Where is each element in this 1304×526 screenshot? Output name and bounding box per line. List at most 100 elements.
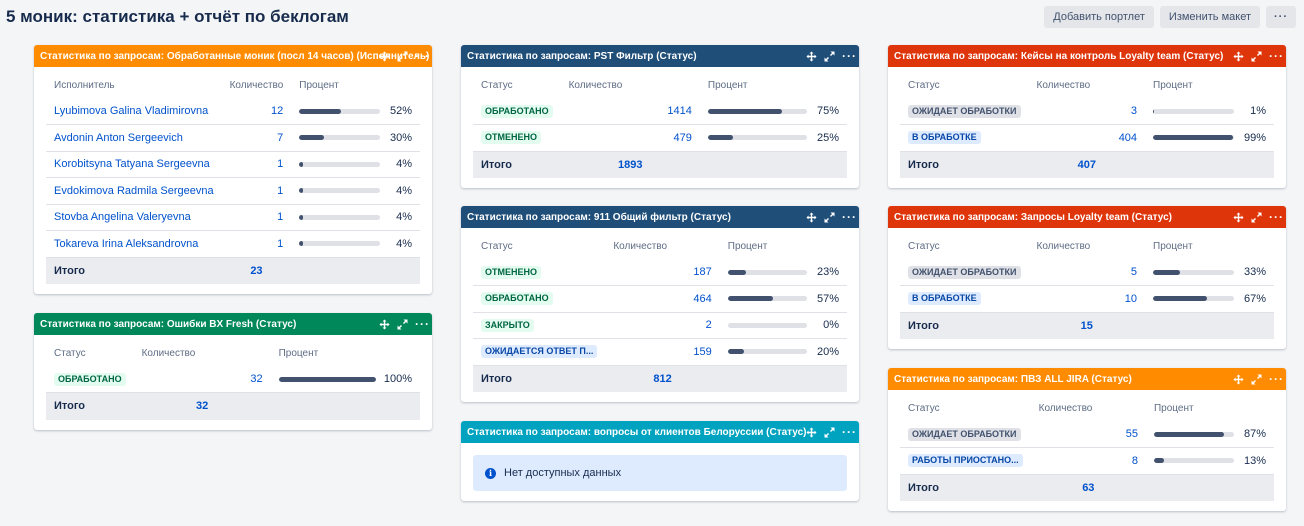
count-link[interactable]: 464	[605, 285, 720, 313]
move-icon[interactable]	[806, 427, 817, 438]
more-icon[interactable]: ···	[842, 424, 857, 439]
gadget-header[interactable]: Статистика по запросам: вопросы от клиен…	[461, 421, 859, 443]
assignee-link[interactable]: Avdonin Anton Sergeevich	[46, 124, 222, 152]
more-icon[interactable]: ···	[842, 209, 857, 224]
status-cell: ОЖИДАЕТ ОБРАБОТКИ	[900, 98, 1029, 125]
count-link[interactable]: 7	[221, 124, 292, 152]
edit-layout-button[interactable]: Изменить макет	[1159, 6, 1260, 28]
assignee-link[interactable]: Evdokimova Radmila Sergeevna	[46, 177, 222, 205]
assignee-link[interactable]: Stovba Angelina Valeryevna	[46, 204, 222, 231]
total-blank	[379, 392, 420, 420]
count-link[interactable]: 8	[1030, 447, 1146, 475]
expand-icon[interactable]	[1251, 374, 1262, 385]
percent-value: 33%	[1238, 259, 1274, 286]
count-link[interactable]: 1	[221, 151, 292, 178]
gadget-header[interactable]: Статистика по запросам: Обработанные мон…	[34, 45, 432, 67]
status-lozenge[interactable]: РАБОТЫ ПРИОСТАНО...	[908, 454, 1023, 468]
add-portlet-button[interactable]: Добавить портлет	[1044, 6, 1154, 28]
total-blank	[1145, 474, 1238, 501]
count-link[interactable]: 479	[560, 124, 700, 152]
move-icon[interactable]	[379, 319, 390, 330]
total-count-link[interactable]: 23	[221, 257, 292, 284]
table-row: ОБРАБОТАНО 32 100%	[46, 366, 420, 393]
gadget-header[interactable]: Статистика по запросам: ПВЗ ALL JIRA (Ст…	[888, 368, 1286, 390]
expand-icon[interactable]	[397, 319, 408, 330]
status-lozenge[interactable]: ЗАКРЫТО	[481, 318, 534, 332]
count-link[interactable]: 5	[1028, 259, 1146, 286]
gadget-header[interactable]: Статистика по запросам: 911 Общий фильтр…	[461, 206, 859, 228]
count-link[interactable]: 2	[605, 312, 720, 339]
count-link[interactable]: 1	[221, 204, 292, 231]
more-icon[interactable]: ···	[415, 48, 430, 63]
count-link[interactable]: 55	[1030, 421, 1146, 448]
gadget-911-filter: Статистика по запросам: 911 Общий фильтр…	[461, 206, 859, 402]
total-row: Итого 1893	[473, 151, 847, 178]
status-cell: РАБОТЫ ПРИОСТАНО...	[900, 447, 1031, 475]
total-count-link[interactable]: 15	[1028, 312, 1146, 339]
percent-value: 0%	[811, 312, 847, 339]
status-lozenge[interactable]: ОЖИДАЕТСЯ ОТВЕТ П...	[481, 345, 598, 359]
gadget-body: Статус Количество Процент ОЖИДАЕТ ОБРАБОТКИ…	[888, 67, 1286, 188]
count-link[interactable]: 10	[1028, 285, 1146, 313]
column-header-count: Количество	[1036, 241, 1091, 252]
more-icon[interactable]: ···	[1269, 48, 1284, 63]
status-lozenge[interactable]: В ОБРАБОТКЕ	[908, 292, 981, 306]
gadget-header[interactable]: Статистика по запросам: Ошибки BX Fresh …	[34, 313, 432, 335]
status-cell: ОЖИДАЕТ ОБРАБОТКИ	[900, 259, 1029, 286]
status-lozenge[interactable]: ОЖИДАЕТ ОБРАБОТКИ	[908, 427, 1021, 441]
count-link[interactable]: 159	[605, 338, 720, 366]
count-link[interactable]: 1	[221, 177, 292, 205]
expand-icon[interactable]	[824, 212, 835, 223]
count-link[interactable]: 1	[221, 230, 292, 258]
status-lozenge[interactable]: ОТМЕНЕНО	[481, 265, 542, 279]
status-lozenge[interactable]: ОБРАБОТАНО	[54, 372, 126, 386]
move-icon[interactable]	[379, 51, 390, 62]
status-lozenge[interactable]: ОТМЕНЕНО	[481, 131, 542, 145]
more-icon[interactable]: ···	[1269, 209, 1284, 224]
expand-icon[interactable]	[824, 51, 835, 62]
total-count-link[interactable]: 1893	[560, 151, 700, 178]
more-icon[interactable]: ···	[415, 316, 430, 331]
move-icon[interactable]	[1233, 51, 1244, 62]
gadget-header[interactable]: Статистика по запросам: Кейсы на контрол…	[888, 45, 1286, 67]
expand-icon[interactable]	[824, 427, 835, 438]
status-cell: ЗАКРЫТО	[473, 312, 606, 339]
assignee-link[interactable]: Lyubimova Galina Vladimirovna	[46, 98, 222, 125]
count-link[interactable]: 187	[605, 259, 720, 286]
count-link[interactable]: 404	[1028, 124, 1146, 152]
assignee-link[interactable]: Tokareva Irina Aleksandrovna	[46, 230, 222, 258]
status-lozenge[interactable]: ОБРАБОТАНО	[481, 292, 553, 306]
assignee-link[interactable]: Korobitsyna Tatyana Sergeevna	[46, 151, 222, 178]
status-lozenge[interactable]: В ОБРАБОТКЕ	[908, 131, 981, 145]
dashboard-more-button[interactable]: ···	[1266, 6, 1296, 28]
gadget-header[interactable]: Статистика по запросам: PST Фильтр (Стат…	[461, 45, 859, 67]
move-icon[interactable]	[1233, 374, 1244, 385]
percent-bar-fill	[1153, 296, 1208, 302]
status-lozenge[interactable]: ОЖИДАЕТ ОБРАБОТКИ	[908, 265, 1021, 279]
move-icon[interactable]	[806, 212, 817, 223]
more-icon[interactable]: ···	[842, 48, 857, 63]
status-lozenge[interactable]: ОЖИДАЕТ ОБРАБОТКИ	[908, 104, 1021, 118]
count-link[interactable]: 32	[133, 366, 271, 393]
expand-icon[interactable]	[397, 51, 408, 62]
total-count-link[interactable]: 812	[605, 365, 720, 392]
table-row: Korobitsyna Tatyana Sergeevna 1 4%	[46, 151, 420, 178]
count-link[interactable]: 1414	[560, 98, 700, 125]
percent-bar-fill	[1153, 458, 1165, 464]
expand-icon[interactable]	[1251, 51, 1262, 62]
gadget-header[interactable]: Статистика по запросам: Запросы Loyalty …	[888, 206, 1286, 228]
percent-value: 4%	[384, 230, 420, 258]
percent-bar-fill	[727, 269, 746, 275]
total-count-link[interactable]: 63	[1030, 474, 1146, 501]
total-count-link[interactable]: 32	[133, 392, 271, 420]
count-link[interactable]: 3	[1028, 98, 1146, 125]
move-icon[interactable]	[806, 51, 817, 62]
status-lozenge[interactable]: ОБРАБОТАНО	[481, 104, 553, 118]
more-icon[interactable]: ···	[1269, 371, 1284, 386]
count-link[interactable]: 12	[221, 98, 292, 125]
column-header-percent: Процент	[278, 348, 319, 359]
move-icon[interactable]	[1233, 212, 1244, 223]
total-count-link[interactable]: 407	[1028, 151, 1146, 178]
percent-value: 4%	[384, 177, 420, 205]
expand-icon[interactable]	[1251, 212, 1262, 223]
